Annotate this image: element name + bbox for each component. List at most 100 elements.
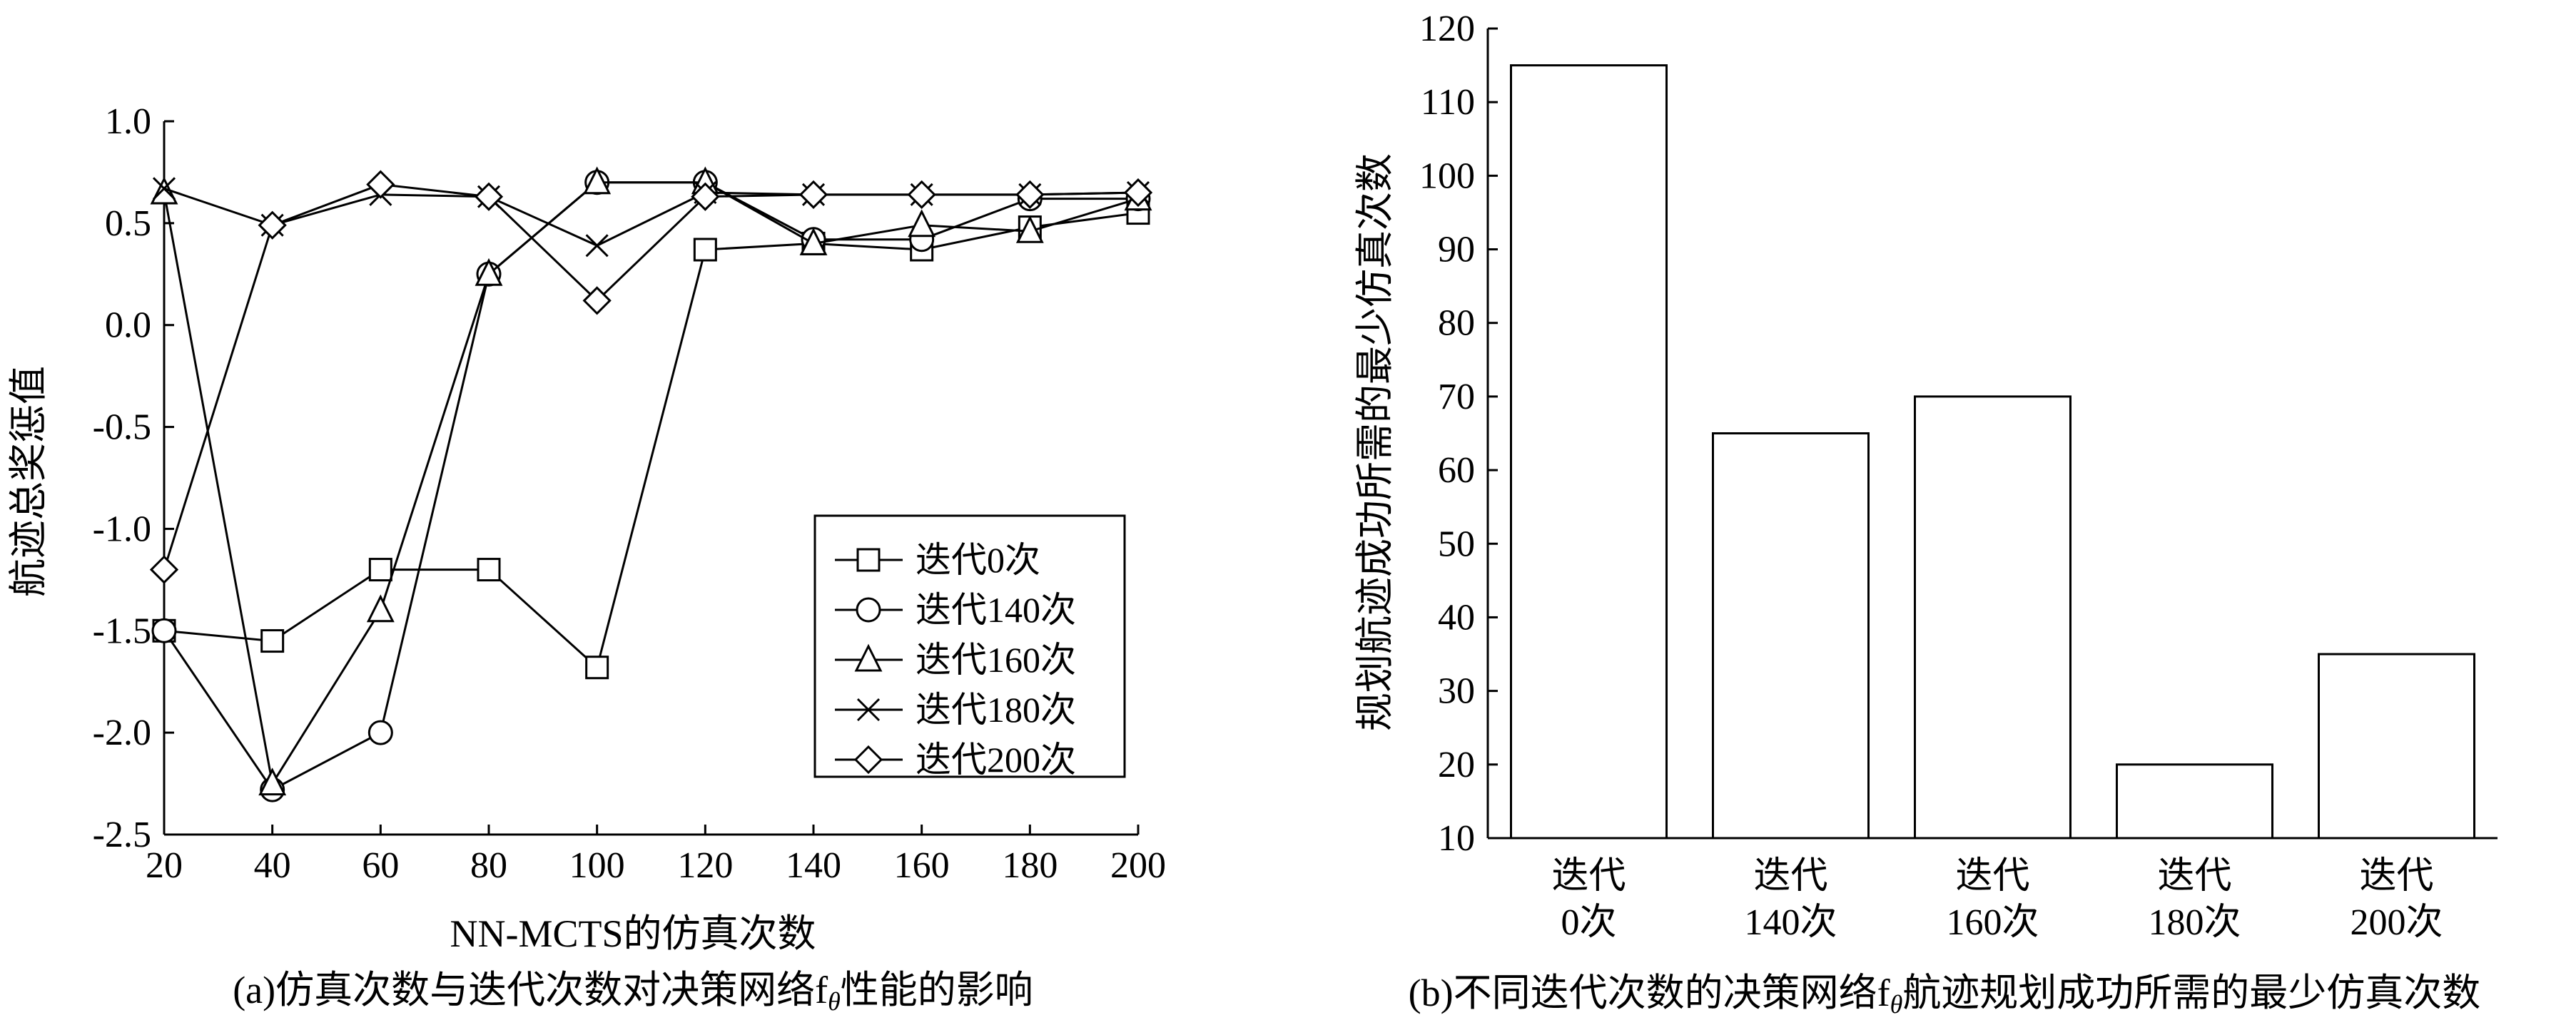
y-tick-label: -0.5 <box>93 407 151 448</box>
data-point-diamond <box>366 170 395 199</box>
category-label-line2: 200次 <box>2350 902 2443 943</box>
line-chart-series <box>149 166 1153 802</box>
data-point-triangle <box>854 643 883 672</box>
series-diamond <box>149 170 1153 584</box>
data-point-triangle <box>583 166 612 195</box>
x-tick-label: 180 <box>1002 845 1058 886</box>
y-tick-label: 120 <box>1419 9 1475 49</box>
legend-label: 迭代180次 <box>916 690 1076 730</box>
bar-chart: 120 110 100 90 80 70 60 50 40 30 20 10 迭代 0次 迭代 140次 迭代… <box>1354 9 2498 1019</box>
legend-item: 迭代180次 <box>835 690 1076 730</box>
line-chart: 1.0 0.5 0.0 -0.5 -1.0 -1.5 -2.0 -2.5 20 40 60 80 10… <box>7 101 1166 1016</box>
data-point-circle <box>856 597 881 623</box>
category-label-line2: 180次 <box>2148 902 2241 943</box>
bar <box>2318 653 2475 840</box>
category-label-line2: 140次 <box>1744 902 1837 943</box>
data-point-diamond <box>474 182 504 211</box>
data-point-square <box>693 238 717 262</box>
legend-label: 迭代0次 <box>916 540 1040 580</box>
y-tick-label: -2.0 <box>93 713 151 753</box>
y-tick-label: 20 <box>1438 745 1475 785</box>
bar <box>2116 763 2273 840</box>
data-point-triangle <box>799 228 828 255</box>
y-tick-label: 80 <box>1438 303 1475 344</box>
legend-label: 迭代140次 <box>916 590 1076 630</box>
category-label-line1: 迭代 <box>1753 856 1827 897</box>
line-chart-caption: (a)仿真次数与迭代次数对决策网络fθ性能的影响 <box>233 969 1033 1016</box>
data-point-diamond <box>1015 180 1045 209</box>
y-tick-label: 60 <box>1438 450 1475 491</box>
data-point-square <box>585 656 609 680</box>
data-point-square <box>260 629 285 653</box>
y-tick-label: 30 <box>1438 671 1475 712</box>
legend-item: 迭代0次 <box>835 540 1040 580</box>
bar-chart-y-axis-label: 规划航迹成功所需的最少仿真次数 <box>1354 153 1396 731</box>
data-point-diamond <box>582 286 612 315</box>
data-point-circle <box>151 618 177 643</box>
x-tick-label: 140 <box>786 845 841 886</box>
legend-item: 迭代140次 <box>835 590 1076 630</box>
y-tick-label: -1.5 <box>93 611 151 651</box>
series-line <box>163 187 1139 247</box>
data-point-diamond <box>907 180 936 209</box>
y-tick-label: 50 <box>1438 524 1475 564</box>
x-tick-label: 20 <box>146 845 183 886</box>
category-label-line2: 0次 <box>1561 902 1616 943</box>
y-tick-label: 110 <box>1421 82 1475 123</box>
series-line <box>163 181 1139 787</box>
bar <box>1510 64 1668 840</box>
y-tick-label: 100 <box>1419 155 1475 196</box>
data-point-x <box>585 234 609 257</box>
y-tick-label: -1.0 <box>93 509 151 549</box>
y-tick-label: 0.0 <box>105 305 151 346</box>
y-tick-label: -2.5 <box>93 815 151 855</box>
data-point-diamond <box>798 180 828 209</box>
line-chart-y-axis-label: 航迹总奖惩值 <box>7 366 50 597</box>
data-point-diamond <box>149 555 179 584</box>
data-point-diamond <box>691 182 720 211</box>
data-point-diamond <box>853 745 883 775</box>
line-chart-x-ticks: 20 40 60 80 100 120 140 160 180 200 <box>146 825 1166 886</box>
line-chart-axes <box>163 121 1138 836</box>
x-tick-label: 80 <box>470 845 507 886</box>
x-tick-label: 100 <box>569 845 625 886</box>
line-chart-y-ticks: 1.0 0.5 0.0 -0.5 -1.0 -1.5 -2.0 -2.5 <box>93 101 174 855</box>
bar <box>1914 395 2072 840</box>
x-tick-label: 200 <box>1110 845 1166 886</box>
bar-chart-category-labels: 迭代 0次 迭代 140次 迭代 160次 迭代 180次 迭代 200次 <box>1551 856 2443 943</box>
bar-chart-bars <box>1510 64 2475 840</box>
category-label-line1: 迭代 <box>1551 856 1626 897</box>
y-tick-label: 70 <box>1438 377 1475 417</box>
legend-label: 迭代160次 <box>916 640 1076 680</box>
y-tick-label: 0.5 <box>105 203 151 244</box>
legend-item: 迭代200次 <box>835 740 1076 780</box>
y-tick-label: 1.0 <box>105 101 151 142</box>
y-tick-label: 10 <box>1438 818 1475 859</box>
line-chart-x-axis-label: NN-MCTS的仿真次数 <box>450 912 816 955</box>
legend-box <box>813 514 1126 778</box>
x-tick-label: 60 <box>362 845 399 886</box>
data-point-square <box>477 558 501 582</box>
data-point-triangle <box>258 768 287 796</box>
category-label-line2: 160次 <box>1946 902 2039 943</box>
data-point-diamond <box>258 210 287 240</box>
x-tick-label: 40 <box>254 845 291 886</box>
series-x <box>152 177 1150 257</box>
y-tick-label: 90 <box>1438 230 1475 270</box>
legend-label: 迭代200次 <box>916 740 1076 780</box>
data-point-x <box>856 698 881 722</box>
data-point-square <box>856 548 881 572</box>
legend-item: 迭代160次 <box>835 640 1076 680</box>
series-line <box>163 183 1139 571</box>
category-label-line1: 迭代 <box>2359 856 2433 897</box>
y-tick-label: 40 <box>1438 597 1475 638</box>
data-point-triangle <box>908 209 936 238</box>
data-point-square <box>368 558 392 582</box>
data-point-triangle <box>475 257 503 286</box>
x-tick-label: 160 <box>894 845 950 886</box>
category-label-line1: 迭代 <box>2157 856 2231 897</box>
x-tick-label: 120 <box>677 845 733 886</box>
